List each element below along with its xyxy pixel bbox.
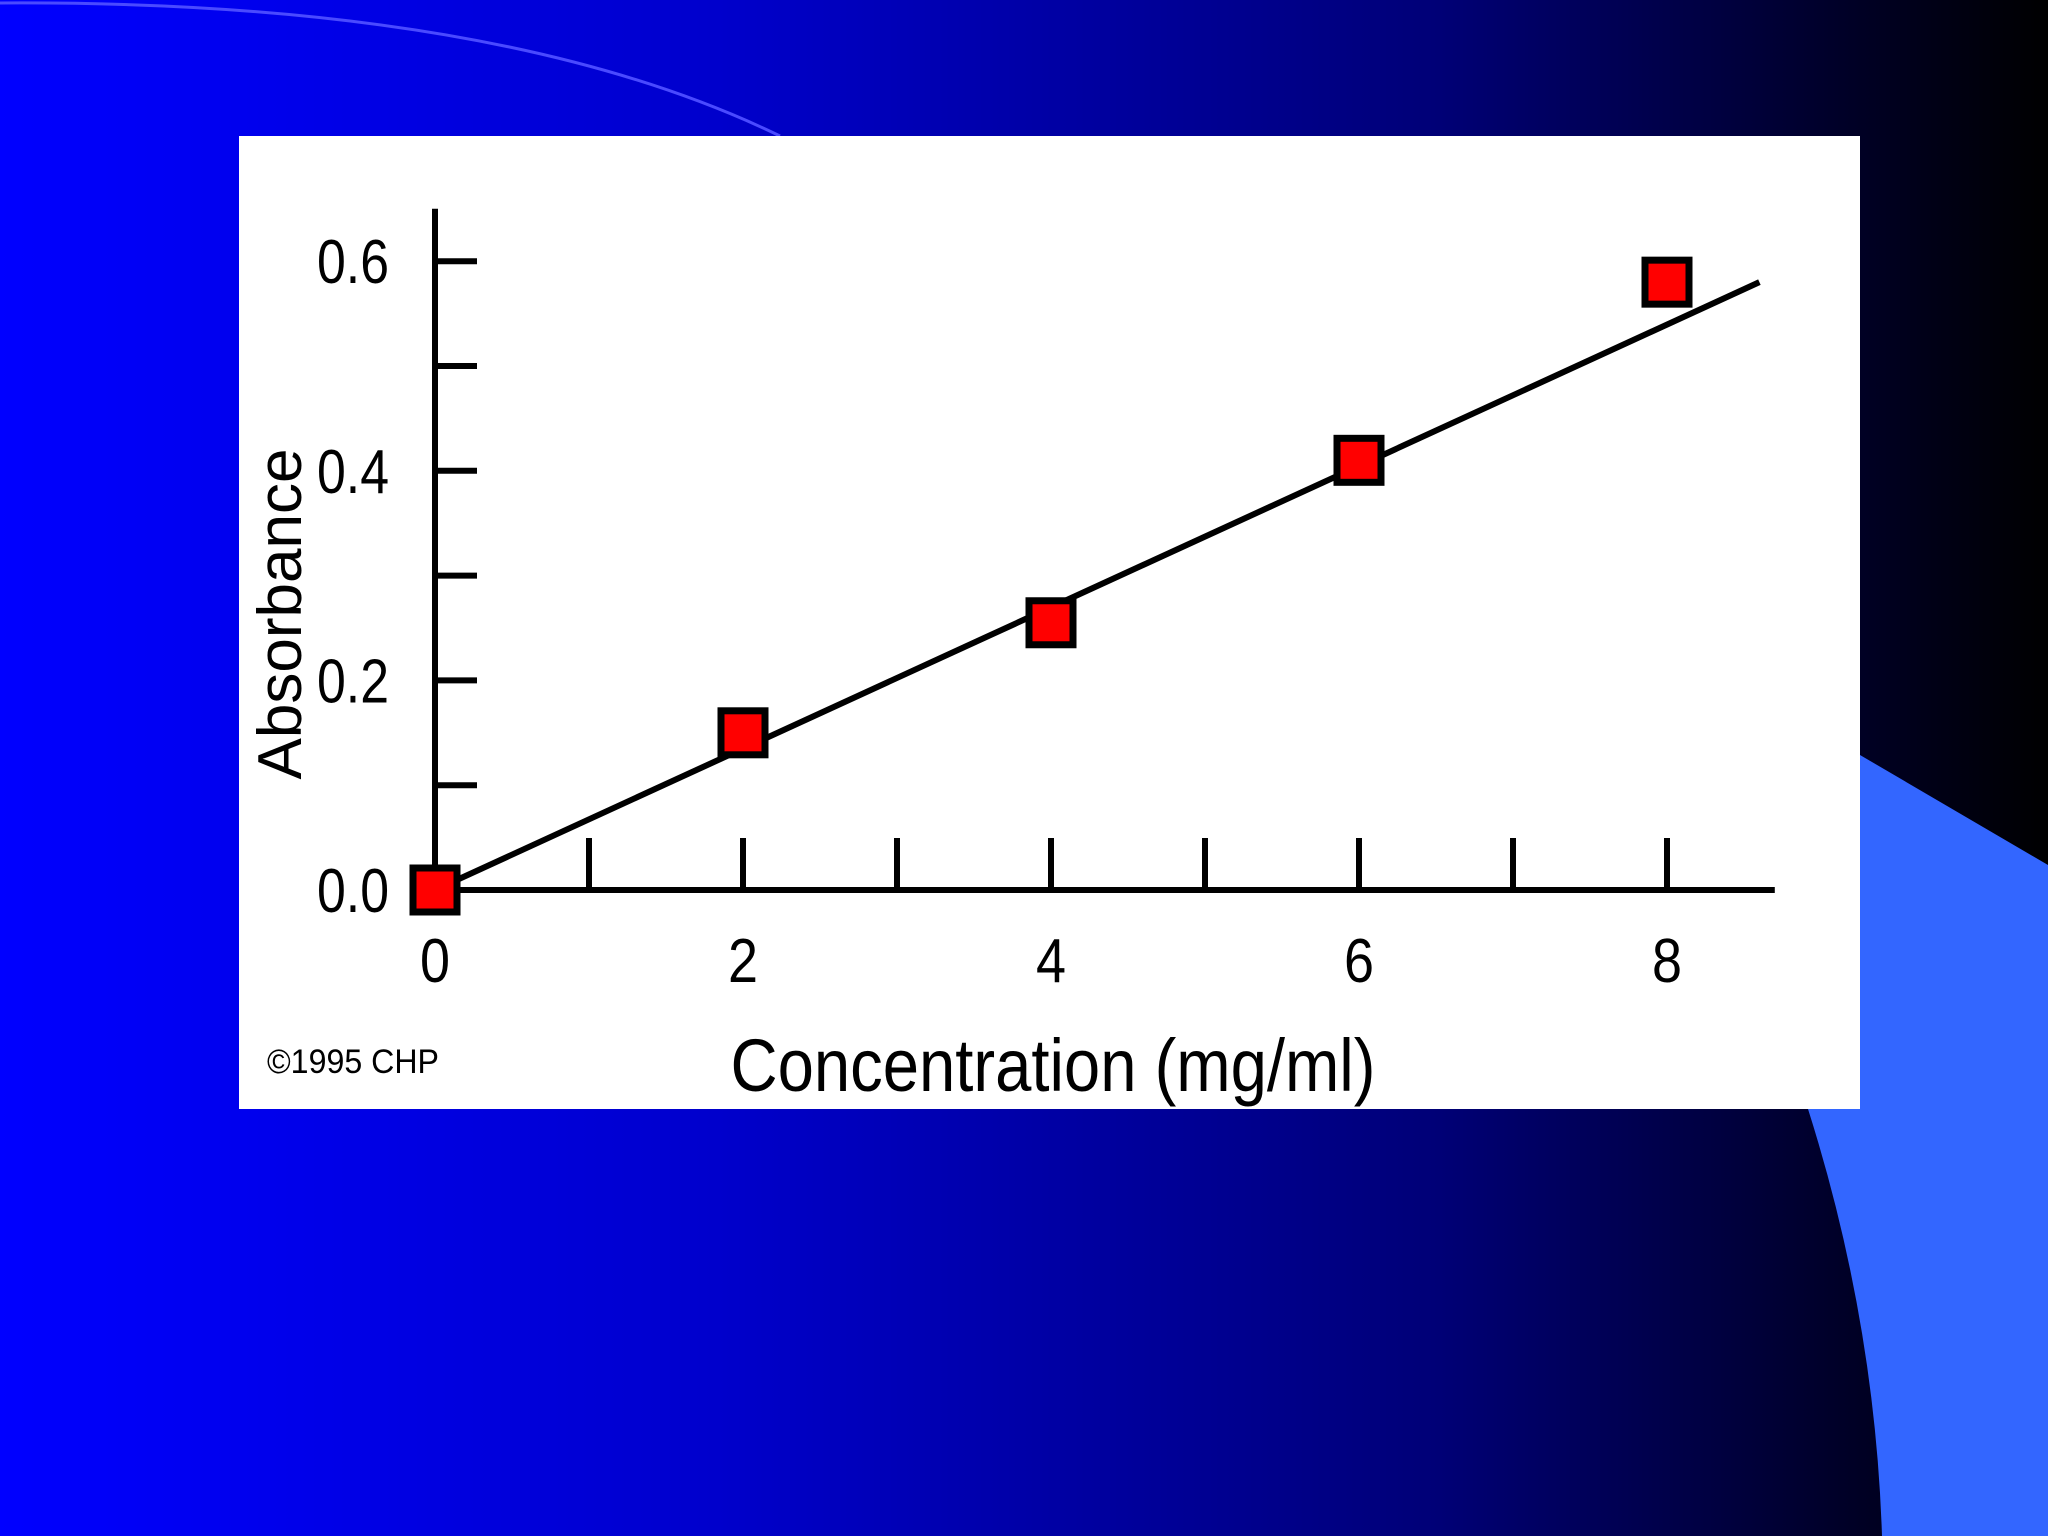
data-point-marker	[717, 707, 769, 759]
data-point-marker	[1333, 434, 1385, 486]
x-tick-label: 2	[728, 927, 758, 996]
axes	[432, 208, 1775, 893]
trendline	[433, 279, 1761, 893]
y-tick-label: 0.6	[317, 228, 389, 297]
x-tick-label: 8	[1652, 927, 1682, 996]
y-tick-label: 0.4	[317, 438, 389, 507]
x-tick-label: 4	[1036, 927, 1066, 996]
x-tick-label: 6	[1344, 927, 1374, 996]
data-points	[409, 256, 1693, 916]
copyright-text: ©1995 CHP	[267, 1043, 439, 1081]
y-tick-label: 0.2	[317, 647, 389, 716]
trendline-layer	[433, 279, 1761, 893]
tick-marks	[435, 258, 1670, 890]
y-tick-label: 0.0	[317, 857, 389, 926]
decorative-arc-top	[0, 1, 781, 138]
tick-labels: 0 2 4 6 8 0.0 0.2 0.4 0.6	[317, 228, 1682, 996]
x-tick-label: 0	[420, 927, 450, 996]
data-point-marker	[1641, 256, 1693, 308]
data-point-marker	[1025, 597, 1077, 649]
chart-panel: 0 2 4 6 8 0.0 0.2 0.4 0.6 Concentration (mg/ml) …	[239, 136, 1860, 1109]
decorative-swoosh-right	[1808, 755, 2048, 1536]
data-point-marker	[409, 864, 461, 916]
absorbance-chart: 0 2 4 6 80.00.20.40.6 Concentration (mg/ml) …	[246, 208, 1775, 1107]
x-axis-title: Concentration (mg/ml)	[731, 1024, 1376, 1107]
y-axis-title: Absorbance	[246, 449, 315, 780]
